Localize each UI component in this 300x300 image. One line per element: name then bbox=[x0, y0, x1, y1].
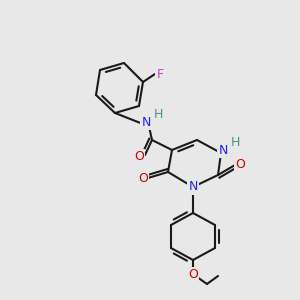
Text: H: H bbox=[230, 136, 240, 149]
Text: N: N bbox=[218, 143, 228, 157]
Text: O: O bbox=[138, 172, 148, 184]
Text: H: H bbox=[153, 107, 163, 121]
Text: N: N bbox=[141, 116, 151, 128]
Text: F: F bbox=[156, 68, 164, 80]
Text: O: O bbox=[188, 268, 198, 281]
Text: N: N bbox=[188, 181, 198, 194]
Text: O: O bbox=[134, 151, 144, 164]
Text: O: O bbox=[235, 158, 245, 172]
